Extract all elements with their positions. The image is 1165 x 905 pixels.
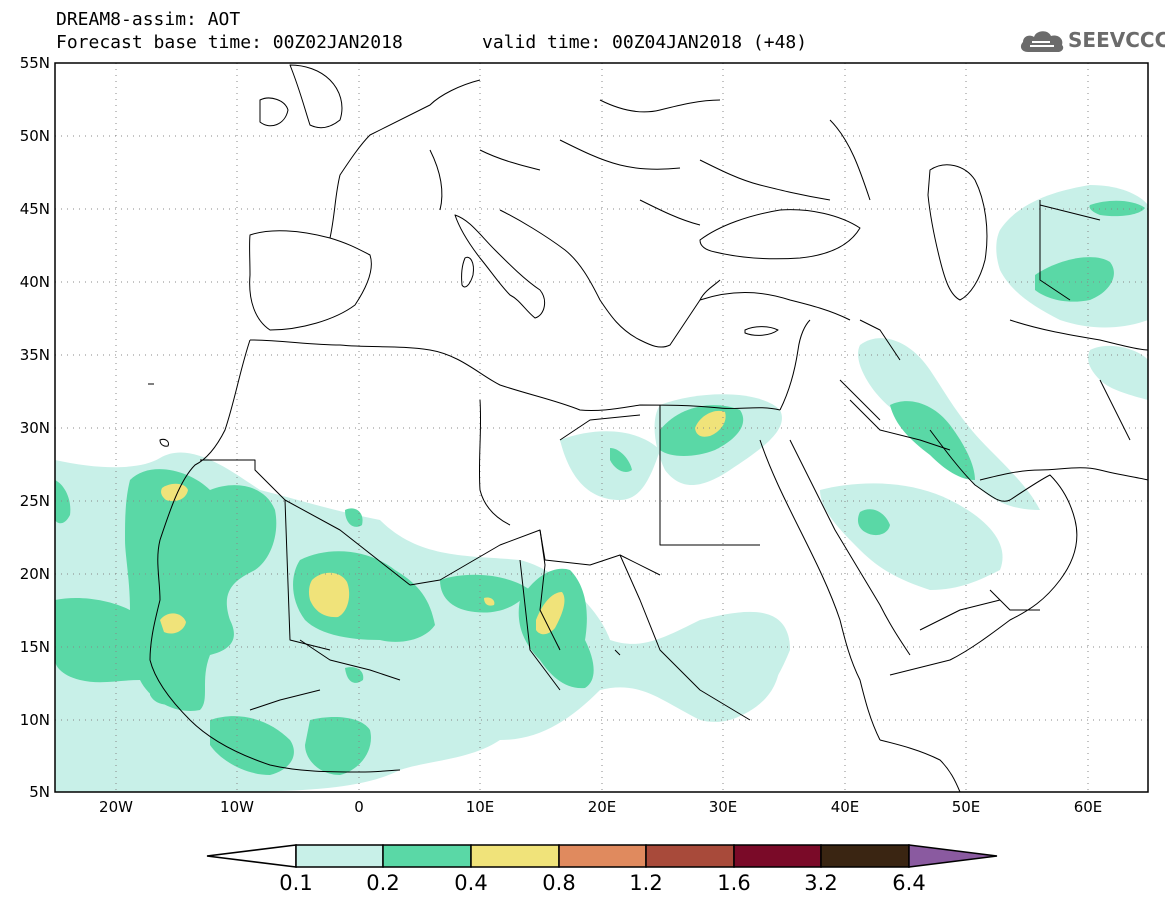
x-tick-label: 20E (587, 798, 617, 816)
colorbar-label: 6.4 (892, 871, 926, 895)
map-title: DREAM8-assim: AOT (56, 9, 241, 30)
y-tick-label: 45N (19, 200, 50, 218)
colorbar-bin-7 (820, 844, 910, 868)
x-tick-label: 40E (830, 798, 860, 816)
colorbar-label: 0.1 (279, 871, 313, 895)
colorbar-label: 1.6 (717, 871, 751, 895)
colorbar-extend-high (908, 844, 998, 868)
colorbar-bin-4 (558, 844, 647, 868)
y-tick-label: 55N (19, 54, 50, 72)
colorbar-label: 1.2 (629, 871, 663, 895)
y-tick-label: 50N (19, 127, 50, 145)
x-tick-label: 60E (1073, 798, 1103, 816)
y-tick-label: 35N (19, 346, 50, 364)
colorbar-bin-2 (382, 844, 472, 868)
x-tick-label: 0 (354, 798, 364, 816)
colorbar-bin-3 (470, 844, 560, 868)
y-tick-label: 15N (19, 638, 50, 656)
aot-level-0.4 (160, 410, 726, 635)
x-tick-label: 30E (708, 798, 738, 816)
y-tick-label: 20N (19, 565, 50, 583)
x-tick-label: 50E (951, 798, 981, 816)
x-tick-label: 20W (99, 798, 133, 816)
colorbar (206, 844, 998, 868)
y-tick-label: 30N (19, 419, 50, 437)
y-tick-label: 40N (19, 273, 50, 291)
colorbar-label: 0.8 (542, 871, 576, 895)
logo-text: SEEVCCC (1068, 28, 1165, 52)
y-tick-label: 10N (19, 711, 50, 729)
colorbar-label: 0.4 (454, 871, 488, 895)
colorbar-bin-5 (645, 844, 735, 868)
colorbar-label: 0.2 (366, 871, 400, 895)
x-tick-label: 10W (220, 798, 254, 816)
seevccc-logo: SEEVCCC (1018, 24, 1165, 58)
cloud-icon (1020, 31, 1064, 52)
valid-time: valid time: 00Z04JAN2018 (+48) (482, 32, 808, 53)
map-frame (54, 62, 1149, 793)
colorbar-bin-6 (733, 844, 822, 868)
coastlines-and-borders (148, 64, 1148, 792)
colorbar-bin-1 (295, 844, 384, 868)
gridlines (55, 63, 1148, 792)
colorbar-label: 3.2 (804, 871, 838, 895)
y-tick-label: 5N (29, 783, 50, 801)
colorbar-extend-low (206, 844, 297, 868)
x-tick-label: 10E (465, 798, 495, 816)
y-tick-label: 25N (19, 492, 50, 510)
forecast-base-time: Forecast base time: 00Z02JAN2018 (56, 32, 403, 53)
